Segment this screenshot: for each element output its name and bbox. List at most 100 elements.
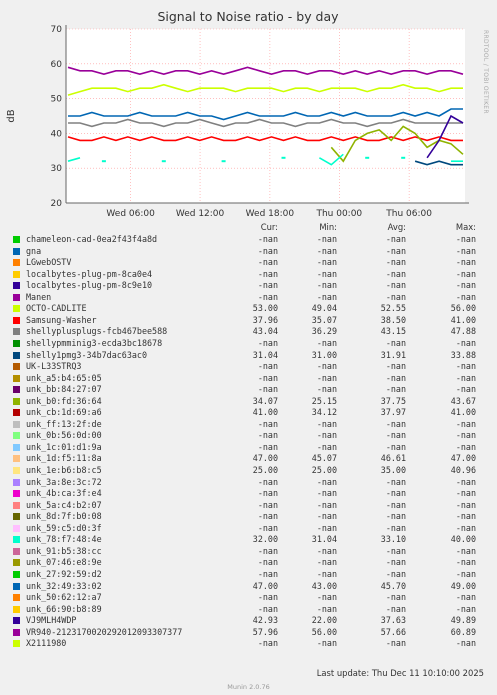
legend-series-name: unk_b0:fd:36:64 — [26, 395, 102, 406]
legend-row: gna -nan -nan -nan -nan — [0, 246, 497, 258]
legend-row: unk_3a:8e:3c:72 -nan -nan -nan -nan — [0, 477, 497, 489]
legend-swatch — [13, 617, 20, 625]
legend-max-value: 47.00 — [450, 453, 476, 464]
legend-min-value: -nan — [316, 511, 337, 522]
legend-cur-value: -nan — [257, 245, 278, 256]
legend-avg-value: -nan — [385, 511, 406, 522]
legend-avg-value: -nan — [385, 291, 406, 302]
legend-row: unk_32:49:33:02 47.00 43.00 45.70 49.00 — [0, 581, 497, 593]
y-tick-label: 70 — [51, 25, 63, 35]
legend-avg-value: -nan — [385, 361, 406, 372]
legend-min-value: -nan — [316, 430, 337, 441]
legend-header-max: Max: — [455, 222, 476, 232]
legend-series-name: unk_66:90:b8:89 — [26, 603, 102, 614]
legend-avg-value: -nan — [385, 568, 406, 579]
legend-row: unk_cb:1d:69:a6 41.00 34.12 37.97 41.00 — [0, 407, 497, 419]
legend-swatch — [13, 582, 20, 590]
legend-header-avg: Avg: — [387, 222, 406, 232]
legend-max-value: 40.96 — [450, 465, 476, 475]
legend-min-value: -nan — [316, 257, 337, 268]
legend-min-value: -nan — [316, 418, 337, 429]
series-line — [68, 108, 463, 121]
legend-row: unk_59:c5:d0:3f -nan -nan -nan -nan — [0, 523, 497, 535]
legend-header-cur: Cur: — [260, 222, 278, 232]
legend-max-value: -nan — [455, 291, 476, 302]
legend-avg-value: -nan — [385, 522, 406, 533]
legend-series-name: shellypmminig3-ecda3bc18678 — [26, 337, 163, 348]
legend-swatch — [13, 605, 20, 613]
legend-series-name: unk_1d:f5:11:8a — [26, 453, 102, 464]
legend-avg-value: 35.00 — [380, 465, 406, 475]
legend-series-name: unk_07:46:e8:9e — [26, 557, 102, 568]
legend-row: unk_a5:b4:65:05 -nan -nan -nan -nan — [0, 373, 497, 385]
series-line — [426, 114, 464, 159]
legend-series-name: unk_78:f7:48:4e — [26, 534, 102, 545]
legend-series-name: unk_27:92:59:d2 — [26, 568, 102, 579]
legend-max-value: 47.88 — [450, 326, 476, 337]
legend-avg-value: 37.63 — [380, 615, 406, 626]
legend-min-value: 49.04 — [311, 303, 337, 314]
series-point — [401, 156, 406, 159]
legend-swatch — [13, 386, 20, 394]
legend-row: shellyplusplugs-fcb467bee588 43.04 36.29 43… — [0, 326, 497, 338]
y-tick-label: 60 — [51, 60, 63, 70]
legend-max-value: -nan — [455, 257, 476, 268]
legend-series-name: unk_a5:b4:65:05 — [26, 372, 102, 383]
legend-cur-value: -nan — [257, 592, 278, 603]
legend-swatch — [13, 328, 20, 336]
y-tick-label: 30 — [51, 164, 63, 174]
legend-max-value: -nan — [455, 337, 476, 348]
legend-swatch — [13, 513, 20, 521]
legend-max-value: 60.89 — [450, 626, 476, 637]
legend-max-value: -nan — [455, 499, 476, 510]
legend-series-name: localbytes-plug-pm-8ca0e4 — [26, 268, 153, 279]
legend-cur-value: -nan — [257, 337, 278, 348]
legend-max-value: -nan — [455, 430, 476, 441]
legend-series-name: shellyplusplugs-fcb467bee588 — [26, 326, 168, 337]
legend-min-value: 35.07 — [311, 314, 337, 325]
x-tick-label: Wed 18:00 — [246, 209, 295, 219]
series-point — [281, 156, 286, 159]
legend-min-value: -nan — [316, 638, 337, 649]
legend-min-value: 25.00 — [311, 465, 337, 475]
legend-min-value: -nan — [316, 372, 337, 383]
legend-cur-value: -nan — [257, 568, 278, 579]
legend-min-value: 31.00 — [311, 349, 337, 360]
legend-max-value: -nan — [455, 511, 476, 522]
legend-cur-value: -nan — [257, 291, 278, 302]
legend-series-name: unk_8d:7f:b0:08 — [26, 511, 102, 522]
legend-cur-value: -nan — [257, 234, 278, 244]
legend-row: unk_07:46:e8:9e -nan -nan -nan -nan — [0, 557, 497, 569]
legend-swatch — [13, 270, 20, 278]
rrdtool-credit: RRDTOOL / TOBI OETIKER — [482, 30, 489, 114]
legend-series-name: unk_32:49:33:02 — [26, 580, 102, 591]
legend-cur-value: 34.07 — [252, 395, 278, 406]
legend-cur-value: 47.00 — [252, 580, 278, 591]
legend-min-value: 36.29 — [311, 326, 337, 337]
legend-cur-value: 25.00 — [252, 465, 278, 475]
legend-row: shelly1pmg3-34b7dac63ac0 31.04 31.00 31.91 3… — [0, 350, 497, 362]
series-line — [67, 136, 463, 142]
legend-cur-value: 43.04 — [252, 326, 278, 337]
legend-row: localbytes-plug-pm-8c9e10 -nan -nan -nan -na… — [0, 280, 497, 292]
legend-avg-value: -nan — [385, 337, 406, 348]
legend-min-value: 34.12 — [311, 407, 337, 418]
legend-min-value: -nan — [316, 291, 337, 302]
legend-min-value: 31.04 — [311, 534, 337, 545]
legend-row: UK-L33STRQ3 -nan -nan -nan -nan — [0, 361, 497, 373]
legend-max-value: -nan — [455, 418, 476, 429]
legend-cur-value: 42.93 — [252, 615, 278, 626]
legend-avg-value: -nan — [385, 418, 406, 429]
y-tick-label: 50 — [51, 95, 63, 105]
legend-cur-value: -nan — [257, 638, 278, 649]
legend-max-value: -nan — [455, 384, 476, 395]
y-tick-label: 20 — [51, 199, 63, 209]
legend-min-value: -nan — [316, 488, 337, 499]
legend-max-value: 43.67 — [450, 395, 476, 406]
legend-series-name: VR940-2123170020292012093307377 — [26, 626, 183, 637]
munin-version: Munin 2.0.76 — [227, 683, 270, 691]
legend-row: unk_91:b5:38:cc -nan -nan -nan -nan — [0, 546, 497, 558]
legend-avg-value: 37.75 — [380, 395, 406, 406]
series-line — [414, 160, 463, 166]
legend-series-name: X2111980 — [26, 638, 67, 649]
